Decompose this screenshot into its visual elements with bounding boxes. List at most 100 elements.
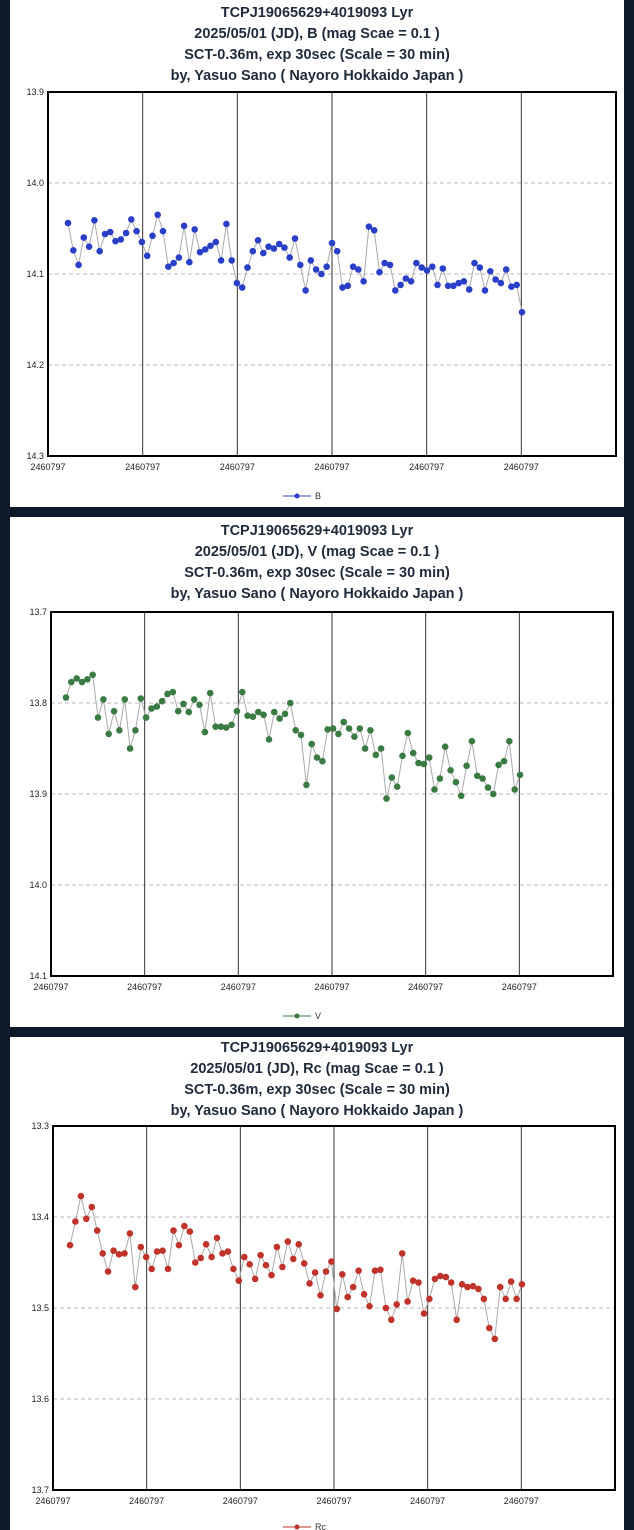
x-tick-label: 2460797 [30,462,65,472]
data-point [312,266,320,273]
data-point [322,1268,330,1275]
data-point [159,227,167,235]
data-point [273,1243,281,1251]
data-point [425,754,433,761]
data-point [345,725,353,732]
data-point [196,248,204,256]
data-point [286,254,294,261]
data-point [431,786,438,793]
data-point [207,242,214,250]
x-tick-label: 2460797 [504,1496,539,1506]
data-point [393,783,401,790]
data-point [287,699,294,707]
legend-label: V [315,1011,321,1021]
legend-marker [294,1013,300,1019]
data-point [72,1218,79,1225]
data-point [126,745,134,752]
data-point [496,1283,504,1291]
data-point [185,708,193,716]
data-point [409,749,417,757]
data-point [66,1241,74,1249]
data-point [453,1316,461,1324]
data-point [423,267,431,274]
data-point [208,1253,215,1261]
data-point [318,270,325,278]
data-point [480,1295,488,1303]
x-tick-label: 2460797 [221,982,256,992]
data-point [313,754,321,761]
x-tick-label: 2460797 [33,982,68,992]
data-point [138,238,146,246]
data-point [268,1271,275,1279]
data-point [271,708,278,716]
data-point [436,775,444,782]
data-point [402,275,410,282]
data-point [319,757,326,765]
data-point [78,678,86,686]
data-point [132,1283,139,1291]
data-point [62,694,70,701]
data-point [356,725,364,732]
chart-title-line: 2025/05/01 (JD), Rc (mag Scae = 0.1 ) [190,1061,444,1077]
data-point [159,1247,166,1254]
data-point [349,263,357,271]
data-point [270,245,278,252]
data-point [206,689,214,697]
data-point [212,723,219,730]
data-point [128,216,135,223]
chart-title-line: 2025/05/01 (JD), B (mag Scae = 0.1 ) [194,26,440,42]
data-point [392,287,399,294]
data-point [383,795,390,802]
plot-area-border [52,1125,616,1491]
data-point [77,1192,85,1200]
chart-title-line: by, Yasuo Sano ( Nayoro Hokkaido Japan ) [171,68,464,84]
data-point [158,697,166,705]
data-point [479,775,486,782]
data-point [196,701,203,709]
x-tick-label: 2460797 [127,982,162,992]
data-point [233,707,241,715]
y-tick-label: 14.0 [26,178,44,188]
data-point [164,1265,172,1273]
data-point [469,1282,477,1290]
data-point [217,723,225,730]
data-point [80,234,88,241]
data-point [246,1261,253,1268]
data-point [441,743,449,750]
x-tick-label: 2460797 [314,462,349,472]
data-point [344,1293,352,1301]
chart-title-line: 2025/05/01 (JD), V (mag Scae = 0.1 ) [195,544,440,560]
x-tick-label: 2460797 [35,1496,70,1506]
data-point [444,282,452,290]
data-point [154,211,161,219]
data-point [202,1241,210,1248]
data-point [233,279,241,287]
data-point [476,264,484,271]
data-point [490,790,497,798]
legend-label: B [315,491,321,501]
data-point [407,278,415,285]
data-point [297,261,304,269]
data-point [121,696,129,703]
data-point [133,227,140,235]
data-point [311,1269,319,1276]
data-point [279,1263,286,1271]
data-point [388,774,396,781]
y-tick-label: 14.0 [29,880,47,890]
data-point [393,1301,401,1308]
data-point [83,1215,90,1223]
data-point [500,757,508,765]
data-point [452,778,460,786]
data-point [105,730,112,738]
data-point [388,1316,395,1324]
data-point [404,1298,411,1305]
data-point [228,721,235,729]
x-tick-label: 2460797 [223,1496,258,1506]
data-point [340,718,348,726]
data-point [190,696,198,703]
y-tick-label: 13.5 [31,1303,49,1313]
data-point [307,257,315,264]
data-point [333,247,341,255]
data-point [93,1227,101,1234]
data-point [360,1291,368,1298]
